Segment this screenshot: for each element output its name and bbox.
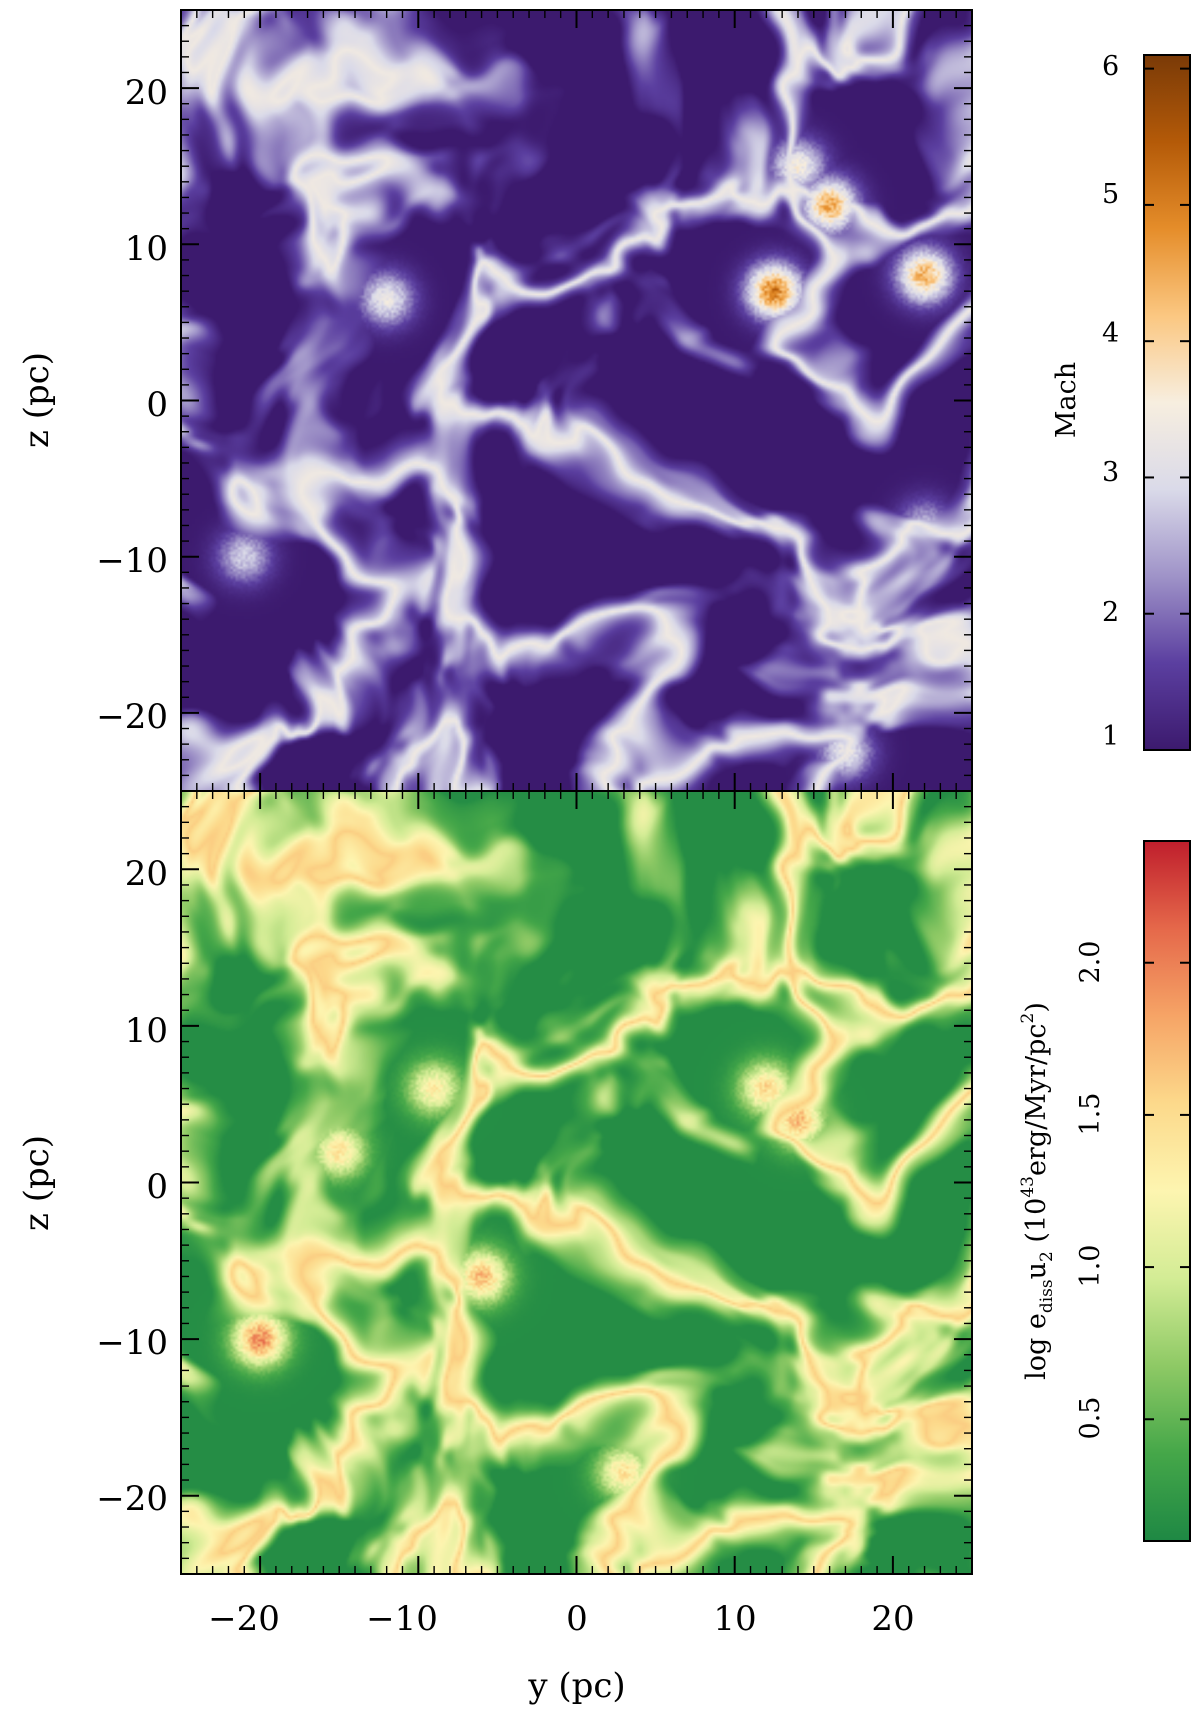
bottom-y-tick-label: −20 [96, 1479, 168, 1519]
cb-label-unit: erg/Myr/pc [1021, 1023, 1052, 1176]
bottom-panel: −20 −10 0 10 20 −20 −10 0 10 20 z (pc) y… [17, 790, 1191, 1706]
dissipation-colorbar-label: log edissu2 (1043erg/Myr/pc2) [1018, 1002, 1057, 1380]
mach-colorbar-tick-label: 3 [1102, 457, 1119, 488]
bottom-y-tick-label: −10 [96, 1323, 168, 1363]
top-y-tick-label: −20 [96, 697, 168, 737]
bottom-y-tick-label: 20 [125, 854, 168, 894]
bottom-y-axis-label: z (pc) [17, 1135, 57, 1231]
mach-colorbar-tick-label: 5 [1102, 179, 1119, 210]
cb-label-sup2: 2 [1018, 1013, 1038, 1024]
top-panel: −20 −10 0 10 20 z (pc) 1 2 3 4 5 6 Mach [17, 9, 1191, 792]
cb-label-sup1: 43 [1018, 1176, 1038, 1198]
cb-label-mid: u [1021, 1262, 1052, 1279]
top-y-tick-labels: −20 −10 0 10 20 [96, 73, 168, 737]
bottom-x-tick-labels: −20 −10 0 10 20 [208, 1599, 915, 1639]
bottom-x-tick-label: 20 [871, 1599, 914, 1639]
top-y-tick-label: 0 [146, 385, 168, 425]
cb-label-sub2: 2 [1037, 1251, 1057, 1262]
bottom-y-tick-label: 0 [146, 1167, 168, 1207]
cb-label-open: (10 [1021, 1198, 1052, 1251]
mach-colorbar-tick-label: 1 [1102, 721, 1119, 752]
top-ticks [181, 10, 972, 791]
mach-colorbar-ticks [1144, 67, 1190, 751]
bottom-ticks [181, 791, 972, 1574]
mach-colorbar-label: Mach [1051, 362, 1082, 438]
mach-colorbar-gradient [1143, 54, 1191, 751]
cb-label-close: ) [1021, 1002, 1052, 1013]
cb-label-sub1: diss [1037, 1279, 1057, 1313]
bottom-y-tick-labels: −20 −10 0 10 20 [96, 854, 168, 1519]
top-y-axis-label: z (pc) [17, 352, 57, 448]
dissipation-colorbar-tick-label: 2.0 [1075, 941, 1106, 984]
dissipation-colorbar-gradient [1143, 840, 1191, 1542]
mach-colorbar-tick-label: 4 [1102, 318, 1119, 349]
bottom-x-tick-label: 0 [566, 1599, 588, 1639]
cb-label-prefix: log e [1021, 1313, 1052, 1380]
top-y-tick-label: 10 [125, 229, 168, 269]
dissipation-colorbar-tick-label: 1.5 [1075, 1093, 1106, 1136]
dissipation-colorbar-ticks [1144, 961, 1190, 1421]
mach-colorbar: 1 2 3 4 5 6 Mach [1051, 51, 1191, 752]
top-y-tick-label: 20 [125, 73, 168, 113]
dissipation-heatmap-image [181, 791, 972, 1574]
bottom-x-axis-label: y (pc) [527, 1666, 625, 1706]
mach-colorbar-tick-label: 6 [1102, 51, 1119, 82]
dissipation-colorbar-tick-label: 0.5 [1075, 1397, 1106, 1440]
top-y-tick-label: −10 [96, 541, 168, 581]
top-heatmap-clip-group [181, 10, 972, 791]
bottom-y-tick-label: 10 [125, 1011, 168, 1051]
mach-colorbar-tick-label: 2 [1102, 597, 1119, 628]
bottom-x-tick-label: −20 [208, 1599, 280, 1639]
dissipation-colorbar-tick-label: 1.0 [1075, 1245, 1106, 1288]
bottom-x-tick-label: 10 [713, 1599, 756, 1639]
mach-heatmap-image [181, 10, 972, 791]
bottom-x-tick-label: −10 [366, 1599, 438, 1639]
dissipation-colorbar: 0.5 1.0 1.5 2.0 log edissu2 (1043erg/Myr… [1018, 840, 1191, 1542]
bottom-heatmap-clip-group [181, 791, 972, 1574]
